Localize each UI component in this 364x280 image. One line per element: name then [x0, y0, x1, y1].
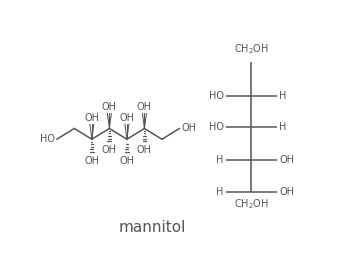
Text: mannitol: mannitol	[119, 220, 186, 235]
Text: OH: OH	[137, 102, 152, 112]
Text: CH$_2$OH: CH$_2$OH	[234, 197, 269, 211]
Text: OH: OH	[84, 113, 99, 123]
Text: HO: HO	[40, 134, 55, 144]
Text: CH$_2$OH: CH$_2$OH	[234, 43, 269, 56]
Text: OH: OH	[102, 145, 117, 155]
Text: OH: OH	[84, 156, 99, 166]
Text: OH: OH	[119, 156, 134, 166]
Text: HO: HO	[209, 91, 224, 101]
Text: OH: OH	[279, 187, 294, 197]
Text: OH: OH	[102, 102, 117, 112]
Text: OH: OH	[137, 145, 152, 155]
Text: OH: OH	[119, 113, 134, 123]
Text: H: H	[279, 91, 286, 101]
Text: OH: OH	[181, 123, 196, 134]
Text: H: H	[217, 187, 224, 197]
Text: OH: OH	[279, 155, 294, 165]
Text: HO: HO	[209, 122, 224, 132]
Text: H: H	[279, 122, 286, 132]
Text: H: H	[217, 155, 224, 165]
